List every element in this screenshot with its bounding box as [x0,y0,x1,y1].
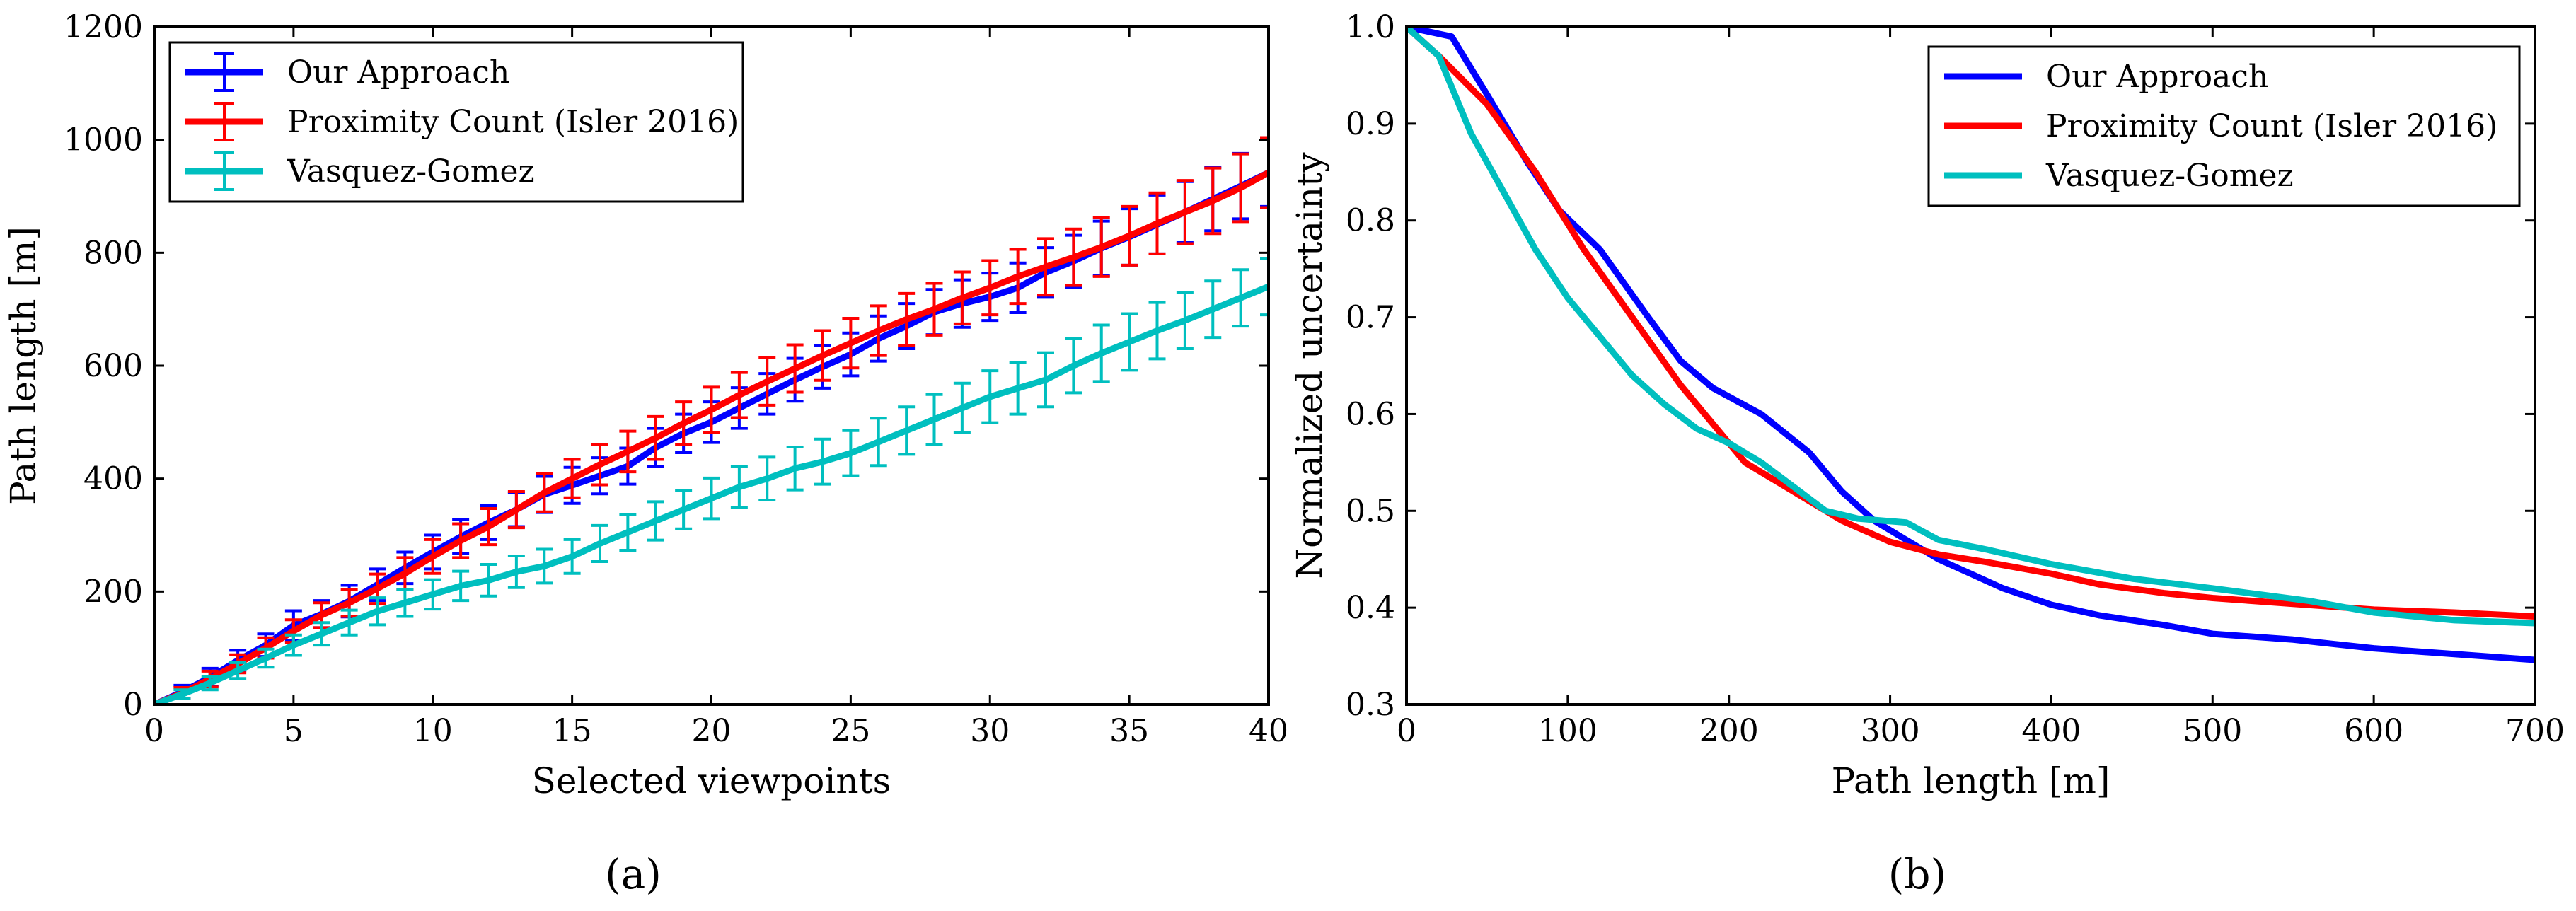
legend-label-0: Our Approach [2046,59,2268,95]
x-tick-label: 100 [1538,713,1598,749]
x-tick-label: 5 [284,713,304,749]
y-tick-label: 1200 [64,9,143,45]
plot-area [1407,27,2535,663]
x-tick-label: 400 [2021,713,2081,749]
x-tick-label: 25 [831,713,870,749]
series-2 [154,257,1269,704]
plot-area [154,136,1269,704]
y-tick-label: 0.8 [1346,203,1395,239]
panel-label-b: (b) [1888,850,1946,898]
legend-box [1927,45,2521,207]
chart-panel-a: (a) 0 5 10 15 20 25 30 35 4002004006008001000120… [3,9,1288,898]
y-tick-label: 1.0 [1346,9,1395,45]
y-tick-label: 1000 [64,122,143,158]
x-tick-label: 30 [970,713,1010,749]
axes-frame [1405,25,2536,706]
y-tick-label: 0 [123,687,143,723]
series-2 [1407,27,2535,627]
legend: Our Approach Proximity Count (Isler 2016)… [168,41,744,203]
x-tick-label: 300 [1861,713,1920,749]
y-tick-label: 0.4 [1346,590,1395,626]
legend-label-2: Vasquez-Gomez [2045,158,2294,194]
panel-label-a: (a) [605,850,662,898]
series-line [1407,27,2535,627]
y-tick-label: 0.6 [1346,396,1395,432]
legend-label-2: Vasquez-Gomez [287,153,535,190]
legend-label-1: Proximity Count (Isler 2016) [2046,108,2497,144]
y-tick-label: 0.9 [1346,106,1395,142]
x-tick-label: 35 [1109,713,1149,749]
x-tick-label: 20 [692,713,732,749]
x-axis-title: Selected viewpoints [532,760,891,801]
y-tick-label: 0.7 [1346,300,1395,336]
legend-label-1: Proximity Count (Isler 2016) [287,104,739,140]
series-1 [1407,27,2535,620]
x-tick-label: 500 [2183,713,2242,749]
y-tick-label: 400 [83,461,143,497]
y-tick-label: 200 [83,574,143,610]
series-line [154,170,1269,704]
y-axis-title: Path length [m] [3,226,44,505]
y-axis-title: Normalized uncertainty [1289,152,1330,579]
x-tick-label: 200 [1699,713,1759,749]
legend-box [168,41,744,203]
chart-panel-b: (b) 0 100 200 300 400 500 600 700 0.3 0.4 0.5 0.6 0.… [1289,9,2565,898]
series-1 [154,136,1269,704]
x-tick-label: 40 [1249,713,1288,749]
series-line [1407,27,2535,620]
x-tick-label: 0 [144,713,164,749]
x-tick-label: 0 [1397,713,1416,749]
y-tick-label: 0.5 [1346,493,1395,529]
legend-label-0: Our Approach [287,54,509,91]
y-tick-label: 800 [83,235,143,271]
x-axis-title: Path length [m] [1832,760,2110,801]
x-tick-label: 700 [2505,713,2565,749]
x-tick-label: 10 [413,713,453,749]
x-tick-label: 15 [553,713,592,749]
y-tick-label: 600 [83,348,143,384]
y-tick-label: 0.3 [1346,687,1395,723]
legend: Our Approach Proximity Count (Isler 2016)… [1927,45,2521,207]
x-tick-label: 600 [2344,713,2403,749]
series-line [154,284,1269,704]
